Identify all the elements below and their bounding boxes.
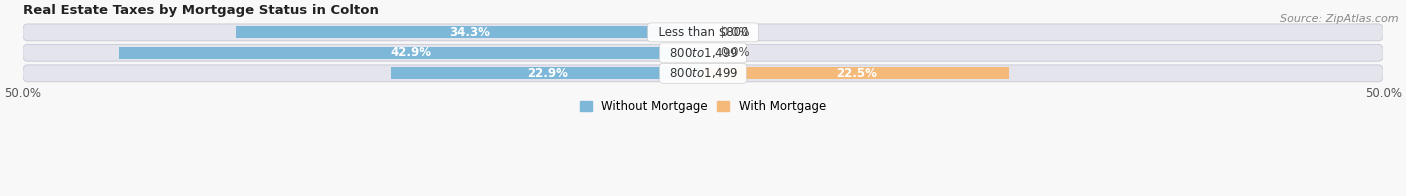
Text: 0.0%: 0.0%	[721, 46, 751, 59]
FancyBboxPatch shape	[22, 24, 1384, 41]
Bar	[236, 26, 703, 38]
Text: $800 to $1,499: $800 to $1,499	[662, 46, 744, 60]
Text: 22.9%: 22.9%	[527, 67, 568, 80]
Legend: Without Mortgage, With Mortgage: Without Mortgage, With Mortgage	[575, 96, 831, 118]
Bar	[391, 67, 703, 79]
Text: 0.0%: 0.0%	[721, 26, 751, 39]
FancyBboxPatch shape	[22, 65, 1384, 82]
Text: 42.9%: 42.9%	[391, 46, 432, 59]
Text: 22.5%: 22.5%	[835, 67, 876, 80]
Bar	[120, 47, 703, 59]
Text: Less than $800: Less than $800	[651, 26, 755, 39]
Text: Real Estate Taxes by Mortgage Status in Colton: Real Estate Taxes by Mortgage Status in …	[22, 4, 378, 17]
Text: $800 to $1,499: $800 to $1,499	[662, 66, 744, 80]
Bar	[703, 67, 1010, 79]
FancyBboxPatch shape	[22, 44, 1384, 61]
Text: Source: ZipAtlas.com: Source: ZipAtlas.com	[1281, 14, 1399, 24]
Text: 34.3%: 34.3%	[449, 26, 491, 39]
